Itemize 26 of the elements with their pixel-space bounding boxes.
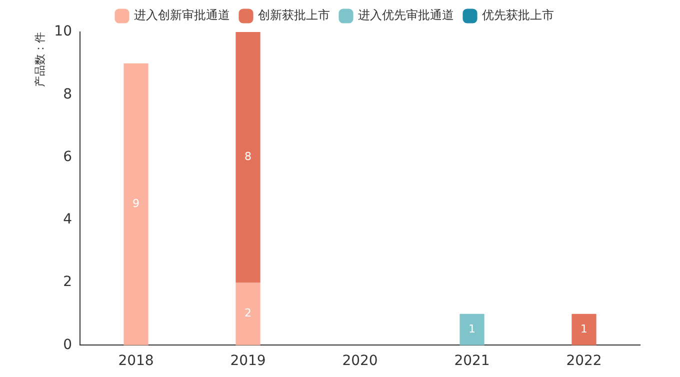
legend-label: 进入创新审批通道 xyxy=(134,8,230,22)
bar xyxy=(572,314,596,346)
legend-label: 创新获批上市 xyxy=(258,8,330,22)
y-tick-label: 8 xyxy=(63,86,72,102)
y-axis-title: 产品数：件 xyxy=(33,32,46,87)
data-label: 9 xyxy=(132,197,140,210)
y-tick-label: 4 xyxy=(63,212,72,228)
legend-label: 进入优先审批通道 xyxy=(358,8,454,22)
data-label: 1 xyxy=(468,322,476,336)
y-tick-label: 2 xyxy=(63,274,72,290)
legend-label: 优先获批上市 xyxy=(482,8,554,22)
x-tick-label: 2021 xyxy=(454,353,490,370)
data-label: 1 xyxy=(580,322,588,336)
bar xyxy=(460,314,484,346)
x-tick-label: 2018 xyxy=(118,353,154,370)
bar xyxy=(236,32,260,283)
y-tick-label: 6 xyxy=(63,148,72,165)
bar xyxy=(236,282,260,346)
x-tick-label: 2022 xyxy=(566,353,602,370)
bar xyxy=(124,63,148,346)
x-tick-label: 2019 xyxy=(230,353,266,370)
data-label: 2 xyxy=(244,306,252,320)
x-tick-label: 2020 xyxy=(342,353,378,370)
data-label: 8 xyxy=(244,150,252,164)
y-tick-label: 10 xyxy=(54,24,72,40)
y-tick-label: 0 xyxy=(63,336,72,353)
